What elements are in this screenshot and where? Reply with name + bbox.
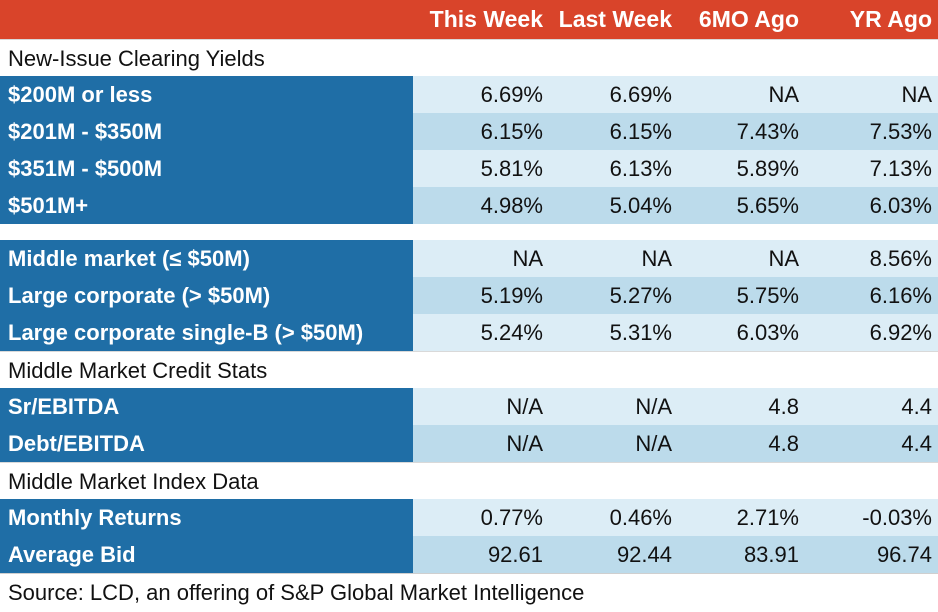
- yr-ago-value: 6.03%: [804, 187, 938, 224]
- yr-ago-value: 7.53%: [804, 113, 938, 150]
- header-last-week: Last Week: [558, 6, 672, 32]
- last-week-value: 6.13%: [544, 150, 674, 187]
- this-week-value: N/A: [413, 388, 544, 425]
- yr-ago-value: 4.4: [804, 388, 938, 425]
- row-label: Average Bid: [0, 536, 413, 573]
- 6mo-ago-value: 5.65%: [674, 187, 804, 224]
- this-week-value: 4.98%: [413, 187, 544, 224]
- table-row: Average Bid 92.61 92.44 83.91 96.74: [0, 536, 938, 573]
- 6mo-ago-value: NA: [674, 240, 804, 277]
- header-this-week: This Week: [429, 6, 543, 32]
- section-mm-credit: Middle Market Credit Stats: [0, 351, 938, 389]
- table-row: Middle market (≤ $50M) NA NA NA 8.56%: [0, 240, 938, 277]
- source-row: Source: LCD, an offering of S&P Global M…: [0, 573, 938, 611]
- last-week-value: N/A: [544, 425, 674, 462]
- row-label: Middle market (≤ $50M): [0, 240, 413, 277]
- row-label: $351M - $500M: [0, 150, 413, 187]
- section-label: Middle Market Index Data: [8, 468, 259, 494]
- last-week-value: 92.44: [544, 536, 674, 573]
- this-week-value: 5.24%: [413, 314, 544, 351]
- row-spacer: [0, 224, 938, 236]
- table-row: Debt/EBITDA N/A N/A 4.8 4.4: [0, 425, 938, 462]
- yr-ago-value: 6.16%: [804, 277, 938, 314]
- yr-ago-value: NA: [804, 76, 938, 113]
- section-label: New-Issue Clearing Yields: [8, 45, 265, 71]
- last-week-value: 0.46%: [544, 499, 674, 536]
- last-week-value: N/A: [544, 388, 674, 425]
- table-row: Large corporate single-B (> $50M) 5.24% …: [0, 314, 938, 351]
- this-week-value: 6.15%: [413, 113, 544, 150]
- source-note: Source: LCD, an offering of S&P Global M…: [8, 579, 585, 605]
- row-label: Large corporate single-B (> $50M): [0, 314, 413, 351]
- header-blank: [0, 0, 413, 39]
- table-header: This Week Last Week 6MO Ago YR Ago: [0, 0, 938, 39]
- yr-ago-value: 7.13%: [804, 150, 938, 187]
- this-week-value: 92.61: [413, 536, 544, 573]
- this-week-value: N/A: [413, 425, 544, 462]
- last-week-value: 5.31%: [544, 314, 674, 351]
- yr-ago-value: -0.03%: [804, 499, 938, 536]
- section-label: Middle Market Credit Stats: [8, 357, 268, 383]
- this-week-value: 5.19%: [413, 277, 544, 314]
- row-label: Monthly Returns: [0, 499, 413, 536]
- row-label: $200M or less: [0, 76, 413, 113]
- this-week-value: NA: [413, 240, 544, 277]
- table-row: Monthly Returns 0.77% 0.46% 2.71% -0.03%: [0, 499, 938, 536]
- yr-ago-value: 96.74: [804, 536, 938, 573]
- 6mo-ago-value: 5.89%: [674, 150, 804, 187]
- 6mo-ago-value: 6.03%: [674, 314, 804, 351]
- row-label: $201M - $350M: [0, 113, 413, 150]
- last-week-value: 6.15%: [544, 113, 674, 150]
- 6mo-ago-value: 5.75%: [674, 277, 804, 314]
- row-label: Sr/EBITDA: [0, 388, 413, 425]
- yr-ago-value: 8.56%: [804, 240, 938, 277]
- this-week-value: 0.77%: [413, 499, 544, 536]
- row-label: Large corporate (> $50M): [0, 277, 413, 314]
- last-week-value: 5.04%: [544, 187, 674, 224]
- row-label: $501M+: [0, 187, 413, 224]
- 6mo-ago-value: 7.43%: [674, 113, 804, 150]
- table-row: $201M - $350M 6.15% 6.15% 7.43% 7.53%: [0, 113, 938, 150]
- table-row: Sr/EBITDA N/A N/A 4.8 4.4: [0, 388, 938, 425]
- row-label: Debt/EBITDA: [0, 425, 413, 462]
- this-week-value: 6.69%: [413, 76, 544, 113]
- section-new-issue: New-Issue Clearing Yields: [0, 39, 938, 77]
- 6mo-ago-value: 4.8: [674, 388, 804, 425]
- table-row: $351M - $500M 5.81% 6.13% 5.89% 7.13%: [0, 150, 938, 187]
- table-row: $200M or less 6.69% 6.69% NA NA: [0, 76, 938, 113]
- table-row: $501M+ 4.98% 5.04% 5.65% 6.03%: [0, 187, 938, 224]
- last-week-value: NA: [544, 240, 674, 277]
- 6mo-ago-value: 4.8: [674, 425, 804, 462]
- last-week-value: 6.69%: [544, 76, 674, 113]
- yr-ago-value: 4.4: [804, 425, 938, 462]
- section-mm-index: Middle Market Index Data: [0, 462, 938, 500]
- header-yr-ago: YR Ago: [849, 6, 932, 32]
- table-row: Large corporate (> $50M) 5.19% 5.27% 5.7…: [0, 277, 938, 314]
- 6mo-ago-value: 2.71%: [674, 499, 804, 536]
- yr-ago-value: 6.92%: [804, 314, 938, 351]
- 6mo-ago-value: NA: [674, 76, 804, 113]
- 6mo-ago-value: 83.91: [674, 536, 804, 573]
- last-week-value: 5.27%: [544, 277, 674, 314]
- this-week-value: 5.81%: [413, 150, 544, 187]
- header-6mo-ago: 6MO Ago: [698, 6, 799, 32]
